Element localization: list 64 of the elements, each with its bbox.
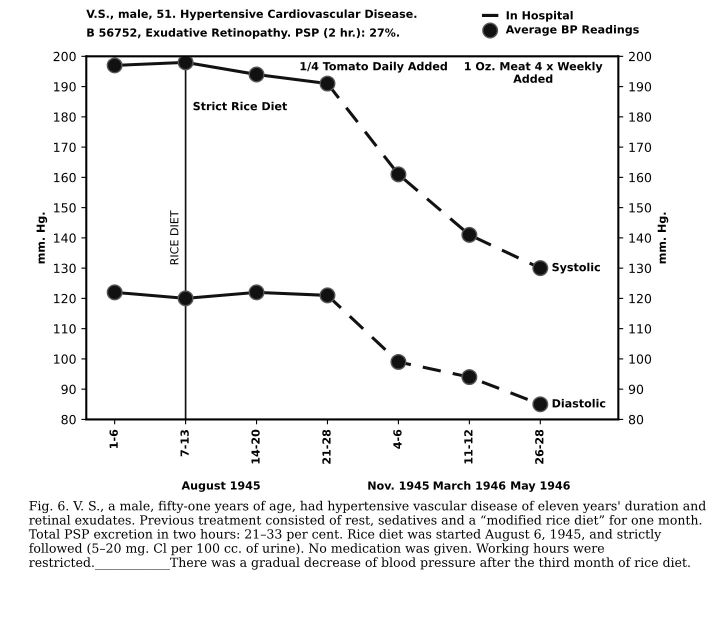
y-tick-label: 160	[54, 172, 76, 182]
y-tick-label: 100	[54, 354, 76, 364]
y-tick-label: 90	[61, 384, 76, 394]
point	[390, 354, 406, 370]
series-label: Diastolic	[552, 398, 606, 408]
y-tick-label: 200	[54, 52, 76, 62]
point	[178, 290, 194, 306]
y2-tick-label: 200	[628, 52, 652, 62]
legend-label: Average BP Readings	[506, 24, 639, 36]
point	[461, 226, 478, 243]
y2-tick-label: 160	[629, 172, 652, 182]
y2-axis-title: mm. Hg.	[658, 212, 668, 264]
point	[461, 369, 478, 386]
chart-title: V.S., male, 51. Hypertensive Cardiovascular Disease.	[86, 9, 416, 20]
y2-tick-label: 170	[629, 142, 652, 152]
y2-tick-label: 110	[629, 324, 652, 334]
y2-tick-label: 100	[629, 354, 652, 364]
y-tick-label: 140	[54, 233, 76, 243]
point	[532, 396, 548, 412]
legend-label: In Hospital	[506, 10, 573, 22]
x-tick-label: 1-6	[109, 430, 118, 448]
y-tick-label: 150	[54, 203, 76, 213]
y-tick-label: 110	[54, 324, 76, 334]
text: Nov. 1945	[368, 481, 429, 490]
annotation: 1/4 Tomato Daily Added	[300, 62, 447, 73]
point	[106, 57, 123, 74]
y2-tick-label: 150	[629, 203, 652, 213]
x-tick-label: 11-12	[464, 430, 472, 464]
y2-tick-label: 80	[628, 414, 644, 424]
point	[248, 66, 265, 82]
text: March 1946	[434, 481, 506, 490]
text: May 1946	[511, 481, 570, 492]
y-tick-label: 120	[54, 294, 76, 304]
chart-subtitle: B 56752, Exudative Retinopathy. PSP (2 hr.): 27%.	[87, 28, 399, 40]
annotation: 1 Oz. Meat 4 x Weekly Added	[465, 62, 602, 83]
point	[248, 284, 265, 300]
y-axis-title: mm. Hg.	[36, 212, 48, 264]
point	[320, 287, 336, 304]
caption: Fig. 6. V. S., a male, fifty-one years of age, had hypertensive vascular disease of eleven years' duration and retinal exudates. Previous treatment consisted of rest, sedatives and a “modified rice diet” for one month. Total PSP excretion in two hours: 21–33 per cent. Rice diet was started August 6, 1945, and strictly followed (5–20 mg. Cl per 100 cc. of urine). No medication was given. Working hours were restricted.____________There was a gradual decrease of blood pressure after the third month of rice diet.	[28, 500, 706, 570]
y2-tick-label: 190	[629, 82, 652, 92]
y2-tick-label: 130	[629, 264, 652, 274]
point	[106, 284, 123, 300]
x-tick-label: 4-6	[393, 430, 402, 449]
y-tick-label: 130	[54, 264, 76, 274]
x-tick-label: 14-20	[251, 430, 260, 464]
x-tick-label: 21-28	[322, 430, 331, 464]
text: August 1945	[182, 481, 260, 492]
x-tick-label: 26-28	[535, 430, 544, 464]
point	[320, 76, 336, 92]
series-label: Systolic	[552, 262, 600, 274]
annotation: Strict Rice Diet	[193, 102, 288, 110]
y-tick-label: 180	[54, 112, 76, 122]
point	[390, 166, 406, 182]
y2-tick-label: 120	[629, 294, 652, 304]
ref-line-label: RICE DIET	[170, 210, 178, 264]
y2-tick-label: 180	[629, 112, 652, 122]
y2-tick-label: 140	[629, 233, 652, 243]
y-tick-label: 190	[54, 82, 76, 92]
point	[532, 260, 548, 276]
point	[178, 56, 194, 70]
x-tick-label: 7-13	[180, 430, 189, 456]
y-tick-label: 80	[62, 414, 76, 424]
y2-tick-label: 90	[628, 384, 644, 394]
y-tick-label: 170	[54, 142, 76, 152]
